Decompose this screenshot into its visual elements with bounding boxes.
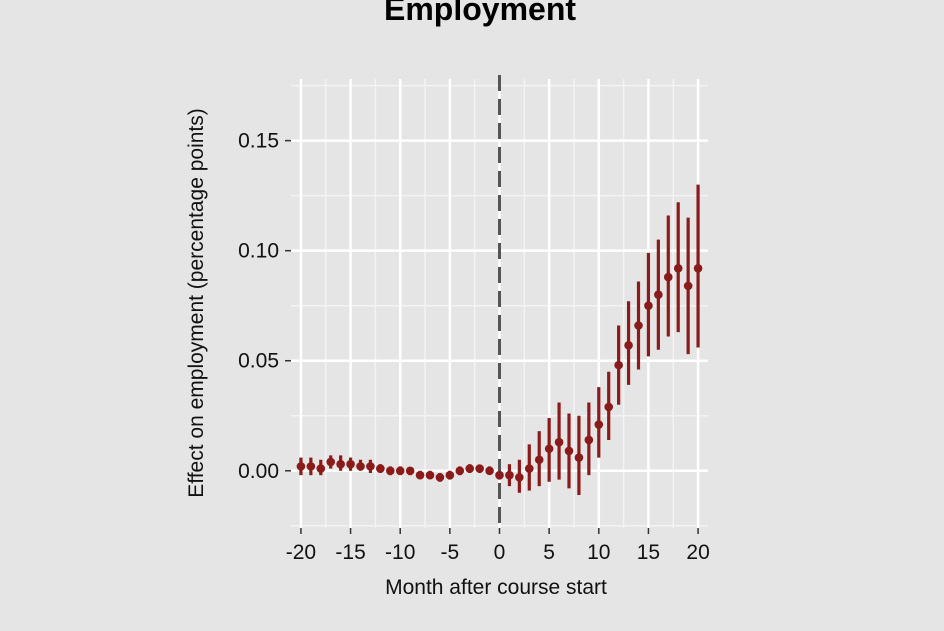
data-point [435,473,445,482]
data-point [594,420,604,429]
data-point [524,464,534,473]
data-point [366,462,375,471]
data-point [624,341,633,350]
data-point [296,462,306,471]
data-point [534,455,544,465]
data-points [296,263,703,482]
data-point [564,446,574,456]
data-point [654,290,663,299]
y-tick-label: 0.15 [238,130,279,153]
data-point [634,321,643,330]
data-point [673,263,683,273]
y-tick-label: 0.10 [238,240,279,263]
data-point [316,464,326,473]
data-point [405,466,415,476]
data-point [683,281,693,291]
y-axis-label: Effect on employment (percentage points) [185,108,208,498]
data-point [346,459,355,469]
data-point [395,466,405,476]
data-point [554,437,564,447]
data-point [644,301,653,311]
data-point [415,470,425,480]
data-point [376,464,385,473]
data-point [445,470,455,480]
y-tick-label: 0.00 [238,460,279,483]
x-tick-label: 20 [686,541,709,564]
x-tick-label: 15 [637,541,660,564]
x-tick-label: -15 [335,541,365,564]
data-point [574,453,584,462]
data-point [336,459,345,469]
data-point [505,470,514,480]
data-point [385,466,395,476]
x-tick-label: -10 [385,541,415,564]
x-axis-ticks: -20 -15 -10 -5 0 5 10 15 20 [286,528,710,564]
data-point [356,462,365,471]
x-tick-label: 10 [587,541,610,564]
y-tick-label: 0.05 [238,350,279,373]
data-point [465,464,475,473]
data-point [326,457,336,467]
data-point [515,473,524,482]
x-tick-label: -20 [286,541,316,564]
data-point [485,466,494,476]
data-point [614,360,623,370]
data-point [306,462,316,471]
data-point [455,466,465,476]
x-axis-label: Month after course start [385,576,607,599]
data-point [425,470,435,480]
chart-title: Employment [384,0,576,27]
x-tick-label: 0 [494,541,506,564]
data-point [495,470,504,480]
x-tick-label: -5 [441,541,460,564]
y-axis-ticks: 0.00 0.05 0.10 0.15 [238,130,291,483]
data-point [604,402,614,412]
data-point [584,435,594,445]
data-point [693,263,703,273]
x-tick-label: 5 [543,541,555,564]
data-point [663,272,673,282]
data-point [475,464,484,473]
data-point [544,444,554,454]
